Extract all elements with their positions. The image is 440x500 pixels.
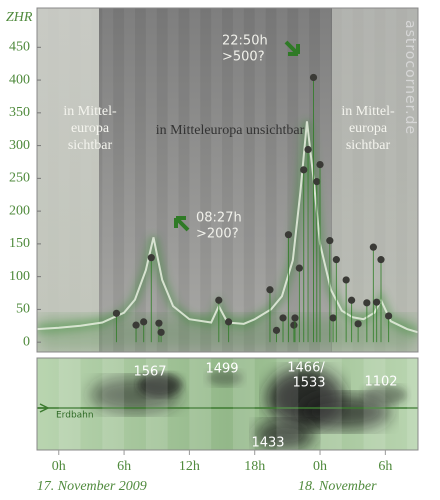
point [157,328,165,336]
point [332,256,340,264]
peak-label: 08:27h [196,211,242,226]
x-tick-label: 18h [244,459,265,474]
point [347,296,356,304]
hour-stripe [178,8,190,352]
trail-label: 1102 [364,375,397,390]
hour-stripe [134,8,146,352]
point [309,73,318,82]
trail-label: 1433 [251,436,284,451]
point [279,314,287,322]
hour-stripe [113,8,125,352]
hour-stripe [265,8,277,352]
hour-stripe [232,358,255,450]
peak-label: >200? [196,227,239,242]
trail-border [36,357,419,451]
point [132,321,140,329]
hour-stripe [222,8,233,352]
point [291,314,299,322]
annotation: sichtbar [68,138,113,153]
point [155,319,163,327]
annotation: sichtbar [346,138,391,153]
visible-region [37,8,99,352]
hour-stripe [145,358,168,450]
point [313,178,321,186]
orbit-label: Erdbahn [56,411,94,421]
y-axis-label: ZHR [6,10,33,25]
y-tick-label: 0 [23,334,30,349]
trail-label: 1533 [292,376,325,391]
point [300,166,308,174]
x-tick-label: 0h [52,459,66,474]
hour-stripe [58,358,81,450]
line [37,121,418,334]
point [147,254,155,262]
point [290,321,298,329]
watermark: astrocorner.de [402,20,418,135]
point [266,286,274,294]
y-tick-label: 400 [9,72,30,87]
annotation: in Mittel- [63,104,117,119]
peak-arrow [284,40,300,56]
hour-stripe [102,358,125,450]
annotation: europa [349,121,388,136]
hour-stripe [243,8,255,352]
point [329,314,337,322]
point [385,312,393,320]
hour-stripe [200,8,212,352]
point [112,309,121,317]
x-tick-label: 6h [378,459,392,474]
annotation: europa [71,121,110,136]
hour-stripe [287,8,299,352]
point [354,320,362,328]
y-tick-label: 300 [9,138,30,153]
annotation: in Mitteleuropa unsichtbar [156,123,305,138]
trail-label: 1567 [133,365,166,380]
dust-clouds [90,368,407,450]
date-label: 17. November 2009 [37,479,147,494]
date-label: 18. November [298,479,377,494]
point [377,256,385,264]
orbit-arrow [37,403,50,413]
hour-stripe [407,358,418,450]
point [363,299,371,307]
point [304,145,312,154]
plot-border [36,7,419,353]
y-tick-label: 250 [9,171,30,186]
hour-stripe [156,8,168,352]
y-tick-label: 450 [9,40,30,55]
plot-area [37,8,418,352]
point [373,298,381,306]
peak-label: 22:50h [222,34,268,49]
x-tick-label: 0h [313,459,327,474]
trail-label: 1466/ [287,361,325,376]
hour-stripe [363,358,386,450]
point [224,318,233,326]
y-tick-label: 150 [9,236,30,251]
y-tick-label: 100 [9,269,30,284]
point [342,276,350,284]
trail-label: 1499 [205,362,238,377]
y-tick-label: 50 [16,302,30,317]
point [295,264,303,272]
peak-arrow [174,216,190,232]
point [272,326,281,334]
hour-stripe [276,358,299,450]
point [284,231,293,239]
annotation: in Mittel- [341,104,395,119]
x-tick-label: 6h [117,459,131,474]
trail-panel [37,358,418,450]
point [215,296,223,304]
hour-stripe [189,358,212,450]
point [326,237,334,245]
x-tick-label: 12h [179,459,200,474]
point [140,318,148,326]
point [369,243,377,251]
point [316,161,324,169]
y-tick-label: 350 [9,105,30,120]
hour-stripe [320,358,342,450]
y-tick-label: 200 [9,203,30,218]
peak-label: >500? [222,50,265,65]
